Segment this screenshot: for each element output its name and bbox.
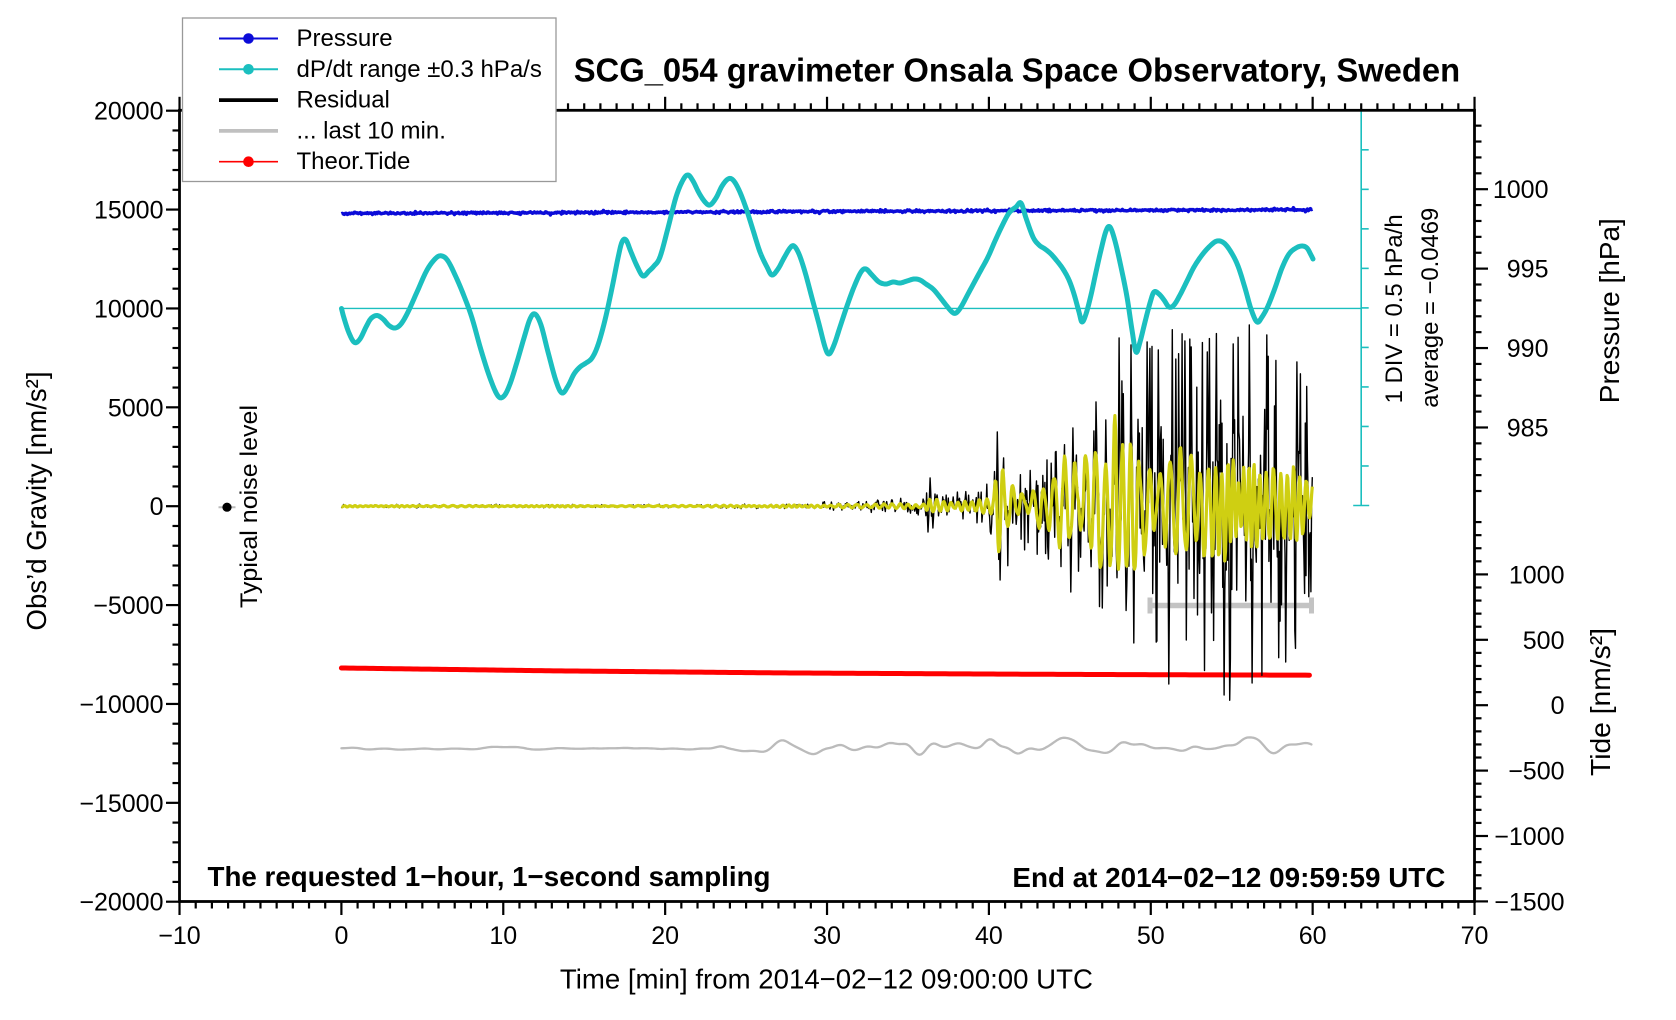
svg-text:−5000: −5000 bbox=[93, 592, 163, 620]
svg-text:70: 70 bbox=[1461, 922, 1489, 950]
svg-text:... last 10 min.: ... last 10 min. bbox=[297, 117, 446, 144]
svg-text:995: 995 bbox=[1507, 256, 1549, 284]
svg-text:average = −0.0469: average = −0.0469 bbox=[1417, 208, 1444, 408]
svg-text:dP/dt range ±0.3 hPa/s: dP/dt range ±0.3 hPa/s bbox=[297, 56, 542, 83]
svg-text:SCG_054 gravimeter Onsala Spac: SCG_054 gravimeter Onsala Space Observat… bbox=[574, 52, 1460, 89]
svg-text:−10: −10 bbox=[158, 922, 200, 950]
svg-text:30: 30 bbox=[813, 922, 841, 950]
svg-text:Tide [nm/s²]: Tide [nm/s²] bbox=[1585, 628, 1616, 776]
svg-text:1000: 1000 bbox=[1493, 176, 1549, 204]
svg-text:0: 0 bbox=[150, 493, 164, 521]
svg-text:0: 0 bbox=[1551, 692, 1565, 720]
svg-text:The requested 1−hour, 1−second: The requested 1−hour, 1−second sampling bbox=[208, 861, 771, 892]
svg-text:60: 60 bbox=[1299, 922, 1327, 950]
svg-text:1000: 1000 bbox=[1509, 561, 1565, 589]
svg-text:−10000: −10000 bbox=[79, 691, 163, 719]
svg-text:5000: 5000 bbox=[108, 394, 164, 422]
svg-text:Time [min] from 2014−02−12 09:: Time [min] from 2014−02−12 09:00:00 UTC bbox=[560, 963, 1093, 994]
svg-text:−500: −500 bbox=[1508, 758, 1564, 786]
svg-text:−1500: −1500 bbox=[1494, 888, 1564, 916]
svg-text:Obs’d Gravity [nm/s²]: Obs’d Gravity [nm/s²] bbox=[21, 372, 52, 631]
svg-text:Pressure: Pressure bbox=[297, 25, 393, 52]
svg-text:20000: 20000 bbox=[94, 98, 164, 126]
svg-text:985: 985 bbox=[1507, 414, 1549, 442]
svg-text:40: 40 bbox=[975, 922, 1003, 950]
svg-text:0: 0 bbox=[334, 922, 348, 950]
svg-text:500: 500 bbox=[1523, 627, 1565, 655]
svg-text:Residual: Residual bbox=[297, 87, 390, 114]
svg-text:10000: 10000 bbox=[94, 295, 164, 323]
svg-text:15000: 15000 bbox=[94, 197, 164, 225]
svg-text:−1000: −1000 bbox=[1494, 823, 1564, 851]
svg-text:990: 990 bbox=[1507, 335, 1549, 363]
svg-text:−20000: −20000 bbox=[79, 889, 163, 917]
svg-text:−15000: −15000 bbox=[79, 790, 163, 818]
svg-text:End at 2014−02−12 09:59:59 UTC: End at 2014−02−12 09:59:59 UTC bbox=[1012, 862, 1445, 893]
svg-text:Pressure [hPa]: Pressure [hPa] bbox=[1594, 218, 1625, 403]
svg-text:1 DIV = 0.5 hPa/h: 1 DIV = 0.5 hPa/h bbox=[1381, 214, 1408, 403]
svg-text:50: 50 bbox=[1137, 922, 1165, 950]
svg-text:10: 10 bbox=[489, 922, 517, 950]
svg-text:Typical noise level: Typical noise level bbox=[236, 405, 263, 608]
svg-text:Theor.Tide: Theor.Tide bbox=[297, 148, 411, 175]
svg-text:20: 20 bbox=[651, 922, 679, 950]
